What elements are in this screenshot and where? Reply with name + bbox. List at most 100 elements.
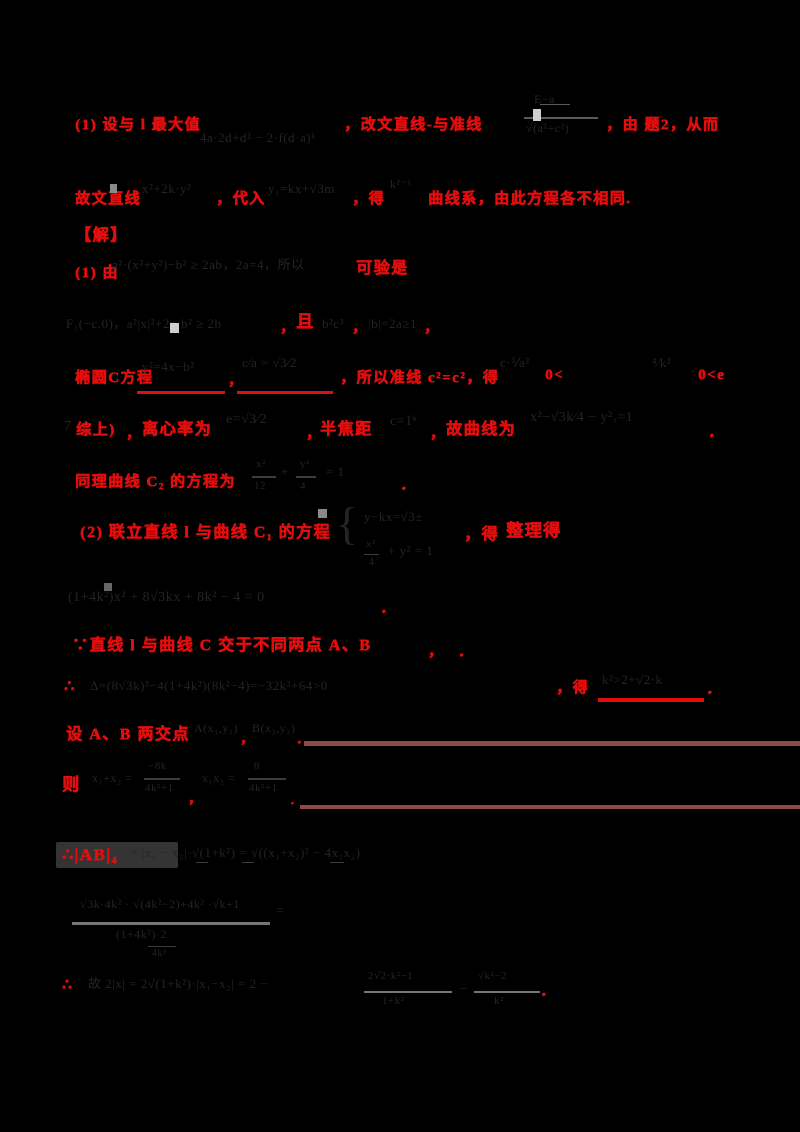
fraction-bar-16b	[474, 991, 540, 993]
red-annotation-5c: 0<	[545, 367, 565, 383]
red-comma-4a: ，	[280, 321, 296, 336]
red-annotation-3b: 可验是	[356, 260, 409, 277]
fraction-bar-7a	[252, 476, 276, 478]
math-expr-4a: F₁(−c.0)，a²|x|²+2a·b² ≥ 2b	[66, 316, 222, 331]
red-period-16: ．	[540, 983, 557, 999]
math-expr-11: Δ=(8√3k)²−4(1+4k²)(8k²−4)=−32k²+64>0	[90, 678, 328, 693]
red-annotation-2c: ，得	[352, 191, 386, 207]
red-annotation-10: ∵直线 l 与曲线 C 交于不同两点 A、B	[72, 637, 372, 654]
red-annotation-13: 则	[62, 775, 81, 794]
fraction-16a-numerator: 2√2·k²−1	[368, 970, 414, 982]
math-expr-16-minus: −	[460, 981, 468, 996]
red-underline-1	[137, 391, 225, 394]
fraction-bar-7b	[296, 476, 316, 478]
math-expr-5d: ⁴⁄k²	[652, 355, 672, 370]
math-expr-13a: x₁+x₂ =	[92, 771, 133, 785]
math-expr-12b: B(x₂,y₂)	[252, 721, 296, 735]
red-annotation-1b: ，改文直线-与准线	[344, 117, 483, 133]
system-eq-top: y−kx=√3±	[364, 509, 423, 524]
red-underline-2	[237, 391, 333, 394]
fraction-13b-denominator: 4k²+1	[249, 782, 278, 794]
mini-bar-15	[148, 946, 176, 947]
red-annotation-8c: 整理得	[506, 521, 562, 540]
fraction-7b-numerator: y²	[300, 458, 310, 470]
system-eq-bottom: + y² = 1	[388, 543, 434, 558]
math-expr-7-plus: +	[281, 464, 289, 479]
math-expr-2a: x²+2k·y²	[142, 181, 192, 196]
red-annotation-5d: 0<e	[698, 367, 726, 383]
big-fraction-denominator: (1+4k²)·2	[116, 927, 167, 941]
math-expr-7-eq: = 1	[326, 464, 345, 479]
math-expr-15-eq: =	[276, 904, 285, 919]
fraction-bar-13a	[144, 778, 180, 780]
red-annotation-2a: 故文直线	[75, 191, 142, 207]
red-annotation-3a: (1) 由	[75, 265, 119, 281]
mini-bar-14a	[196, 862, 208, 863]
math-expr-1a: 4a·2d+d² − 2·f(d·a)ᵏ	[200, 130, 316, 145]
red-annotation-8b: ，得	[464, 526, 500, 543]
math-expr-5b: c⁄a = √3⁄2	[242, 355, 297, 370]
red-annotation-12: 设 A、B 两交点	[66, 726, 190, 743]
math-expr-14: = |x₁ − x₂|·√(1+k²) = √((x₁+x₂)² − 4x₁x₂…	[130, 845, 361, 860]
fraction-13b-numerator: 8	[254, 760, 260, 772]
scan-artifact-spot-4	[318, 509, 327, 518]
red-annotation-8: (2) 联立直线 l 与曲线 C₁ 的方程	[80, 524, 331, 541]
math-expr-4c: |b|=2a≥1	[368, 316, 417, 331]
scan-artifact-spot-2	[110, 184, 117, 193]
red-annotation-15: ∴	[62, 977, 74, 993]
fraction-13a-denominator: 4k²+1	[145, 782, 174, 794]
system-frac-bar	[364, 554, 379, 555]
math-expr-2b: y₁=kx+√3m	[268, 181, 335, 196]
red-annotation-11b: ，得	[556, 680, 590, 696]
red-comma-4c: ，	[424, 321, 440, 336]
math-expr-6c: c=1ᵏ	[390, 414, 418, 429]
math-expr-4b: b²c³	[322, 316, 345, 331]
mini-bar-14b	[242, 862, 254, 863]
red-annotation-1c: ，由 题2，从而	[606, 117, 720, 133]
red-annotation-2d: 曲线系，由此方程各不相同.	[428, 191, 632, 207]
big-fraction-bar	[72, 922, 270, 925]
fraction-16b-numerator: √k²−2	[478, 970, 508, 982]
red-period-9: ．	[380, 600, 397, 616]
gray-halo-box	[56, 842, 178, 868]
math-expr-6d: x²−√3k⁄4 − y²ₓ=1	[530, 410, 634, 425]
red-annotation-2b: ，代入	[216, 191, 266, 207]
fraction-1-numerator: E−a	[534, 92, 555, 106]
dark-red-divider-1	[304, 741, 800, 746]
fraction-13a-numerator: −8k	[148, 760, 167, 772]
red-annotation-5b: ，所以准线 c²=c²，得	[340, 370, 500, 386]
mini-bar-14c	[330, 862, 344, 863]
fraction-7b-denominator: 4	[300, 480, 306, 492]
fraction-16a-denominator: 1+k²	[382, 995, 405, 1007]
red-comma-13: ，	[188, 791, 203, 806]
red-annotation-11a: ∴	[64, 678, 76, 695]
math-expr-6a: 7	[64, 419, 72, 434]
math-expr-3: a²·(x²+y²)−b² ≥ 2ab，2a=4，所以	[112, 257, 305, 272]
big-fraction-numerator: √3k·4k² · √(4k²−2)+4k² ·√k+1	[80, 897, 240, 911]
red-comma-6c: ，	[430, 427, 446, 442]
red-annotation-14: ∴|AB|₄	[62, 845, 119, 864]
math-expr-2c: k²⁻¹	[390, 177, 412, 191]
red-annotation-6c: 半焦距	[320, 421, 373, 438]
system-brace: {	[336, 498, 359, 549]
fraction-bar-1	[524, 117, 598, 119]
red-annotation-6b: 离心率为	[142, 421, 213, 438]
red-dot-13: ·	[290, 795, 296, 810]
red-comma-5a: ，	[228, 374, 244, 389]
red-comma-6a: ，	[126, 427, 142, 442]
red-annotation-4: 且	[296, 312, 315, 331]
red-annotation-7: 同理曲线 C₂ 的方程为	[75, 474, 236, 490]
scan-artifact-spot-3	[170, 323, 179, 333]
math-expr-11b: k²>2+√2·k	[602, 672, 663, 687]
fraction-bar-1b	[540, 104, 570, 105]
red-annotation-6a: 综上)	[76, 422, 116, 438]
red-annotation-6d: 故曲线为	[446, 421, 517, 438]
big-fraction-denominator-sub: 4k²	[152, 948, 167, 959]
red-comma-10: ，	[428, 645, 444, 660]
red-comma-6b: ，	[306, 427, 322, 442]
red-period-10: ．	[458, 645, 474, 660]
system-frac-denominator: 4	[369, 557, 375, 568]
red-annotation-5a: 椭圆C方程	[75, 370, 154, 386]
scan-artifact-spot-1	[533, 109, 541, 121]
